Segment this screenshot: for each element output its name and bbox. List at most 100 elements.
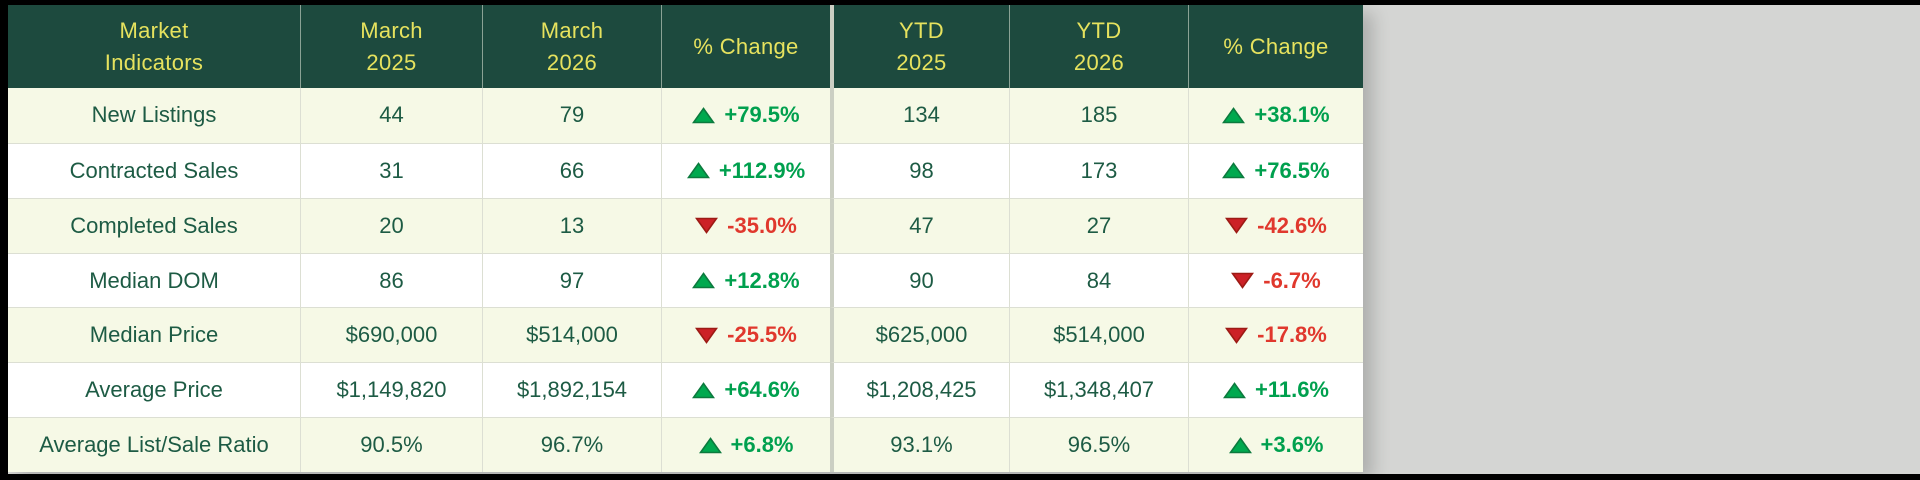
percent-change-value: -6.7%: [1263, 267, 1321, 293]
column-header-ytd-percent-change: % Change: [1188, 5, 1363, 88]
indicator-label: Median Price: [8, 307, 300, 363]
indicator-label: Contracted Sales: [8, 142, 300, 198]
table-body: New Listings 44 79 +79.5% 134 185 +38.1%…: [8, 88, 1363, 473]
column-header-mom-percent-change: % Change: [661, 5, 830, 88]
column-header-market-indicators: Market Indicators: [8, 5, 300, 88]
ytd-2026-value: $514,000: [1009, 307, 1188, 363]
march-2025-value: $1,149,820: [300, 362, 482, 418]
header-line: % Change: [1223, 33, 1329, 59]
mom-percent-change-cell: +112.9%: [661, 142, 830, 198]
percent-change-value: -42.6%: [1257, 212, 1327, 238]
mom-percent-change-cell: +12.8%: [661, 252, 830, 308]
percent-change-value: -25.5%: [727, 322, 797, 348]
indicator-label: Median DOM: [8, 252, 300, 308]
column-header-ytd-2026: YTD 2026: [1009, 5, 1188, 88]
table-row: Contracted Sales 31 66 +112.9% 98 173 +7…: [8, 142, 1363, 198]
trend-up-icon: [692, 107, 716, 124]
ytd-percent-change-cell: -17.8%: [1188, 307, 1363, 363]
ytd-percent-change-cell: +38.1%: [1188, 88, 1363, 143]
header-line: 2026: [546, 49, 598, 75]
market-indicators-table: Market Indicators March 2025 March 2026 …: [8, 5, 1363, 473]
header-line: YTD: [899, 17, 944, 43]
table-header: Market Indicators March 2025 March 2026 …: [8, 5, 1363, 88]
mom-percent-change-cell: -35.0%: [661, 197, 830, 253]
ytd-2025-value: 93.1%: [830, 417, 1009, 473]
ytd-2025-value: $625,000: [830, 307, 1009, 363]
ytd-2026-value: 96.5%: [1009, 417, 1188, 473]
ytd-2025-value: 98: [830, 142, 1009, 198]
mom-percent-change-cell: +6.8%: [661, 417, 830, 473]
march-2025-value: $690,000: [300, 307, 482, 363]
table-row: Completed Sales 20 13 -35.0% 47 27 -42.6…: [8, 197, 1363, 253]
mom-percent-change-cell: -25.5%: [661, 307, 830, 363]
header-line: March: [360, 17, 423, 43]
header-line: 2025: [896, 49, 947, 75]
percent-change-value: +112.9%: [718, 157, 806, 183]
march-2026-value: 13: [482, 197, 661, 253]
table-row: Median DOM 86 97 +12.8% 90 84 -6.7%: [8, 252, 1363, 308]
march-2025-value: 20: [300, 197, 482, 253]
header-line: Market: [119, 17, 189, 43]
trend-up-icon: [1222, 162, 1246, 179]
column-header-march-2025: March 2025: [300, 5, 482, 88]
trend-up-icon: [1222, 381, 1246, 399]
table-row: Median Price $690,000 $514,000 -25.5% $6…: [8, 307, 1363, 363]
ytd-2025-value: 90: [830, 252, 1009, 308]
percent-change-value: +76.5%: [1254, 157, 1330, 183]
ytd-2026-value: 185: [1009, 88, 1188, 143]
march-2026-value: $514,000: [482, 307, 661, 363]
march-2026-value: 96.7%: [482, 417, 661, 473]
percent-change-value: +12.8%: [724, 267, 800, 293]
indicator-label: Completed Sales: [8, 197, 300, 253]
march-2026-value: 97: [482, 252, 661, 308]
header-line: March: [540, 17, 604, 43]
ytd-percent-change-cell: -42.6%: [1188, 197, 1363, 253]
trend-down-icon: [695, 327, 719, 344]
ytd-2025-value: $1,208,425: [830, 362, 1009, 418]
march-2025-value: 44: [300, 88, 482, 143]
header-line: 2026: [1073, 49, 1125, 75]
percent-change-value: +79.5%: [724, 102, 800, 128]
march-2026-value: 79: [482, 88, 661, 143]
ytd-2025-value: 134: [830, 88, 1009, 143]
mom-percent-change-cell: +64.6%: [661, 362, 830, 418]
header-line: 2025: [366, 49, 417, 75]
percent-change-value: -17.8%: [1257, 322, 1327, 348]
ytd-percent-change-cell: +76.5%: [1188, 142, 1363, 198]
percent-change-value: -35.0%: [727, 212, 797, 238]
trend-up-icon: [686, 162, 710, 179]
ytd-percent-change-cell: -6.7%: [1188, 252, 1363, 308]
ytd-2025-value: 47: [830, 197, 1009, 253]
trend-up-icon: [1228, 436, 1252, 454]
percent-change-value: +38.1%: [1254, 102, 1330, 128]
column-header-march-2026: March 2026: [482, 5, 661, 88]
trend-down-icon: [1225, 217, 1249, 235]
column-header-ytd-2025: YTD 2025: [830, 5, 1009, 88]
indicator-label: Average List/Sale Ratio: [8, 417, 300, 473]
ytd-2026-value: 173: [1009, 142, 1188, 198]
percent-change-value: +3.6%: [1260, 432, 1324, 458]
trend-up-icon: [698, 436, 722, 454]
march-2026-value: $1,892,154: [482, 362, 661, 418]
mom-percent-change-cell: +79.5%: [661, 88, 830, 143]
percent-change-value: +64.6%: [724, 377, 800, 403]
header-line: YTD: [1076, 17, 1122, 43]
table-row: Average Price $1,149,820 $1,892,154 +64.…: [8, 362, 1363, 418]
ytd-percent-change-cell: +11.6%: [1188, 362, 1363, 418]
ytd-percent-change-cell: +3.6%: [1188, 417, 1363, 473]
indicator-label: Average Price: [8, 362, 300, 418]
march-2026-value: 66: [482, 142, 661, 198]
trend-down-icon: [1231, 272, 1255, 289]
ytd-2026-value: 84: [1009, 252, 1188, 308]
table-row: Average List/Sale Ratio 90.5% 96.7% +6.8…: [8, 417, 1363, 473]
trend-down-icon: [695, 217, 719, 235]
table-row: New Listings 44 79 +79.5% 134 185 +38.1%: [8, 88, 1363, 143]
header-line: % Change: [693, 33, 799, 59]
header-line: Indicators: [104, 49, 204, 75]
trend-up-icon: [692, 381, 716, 399]
ytd-2026-value: 27: [1009, 197, 1188, 253]
ytd-2026-value: $1,348,407: [1009, 362, 1188, 418]
trend-down-icon: [1225, 327, 1249, 344]
march-2025-value: 86: [300, 252, 482, 308]
march-2025-value: 31: [300, 142, 482, 198]
